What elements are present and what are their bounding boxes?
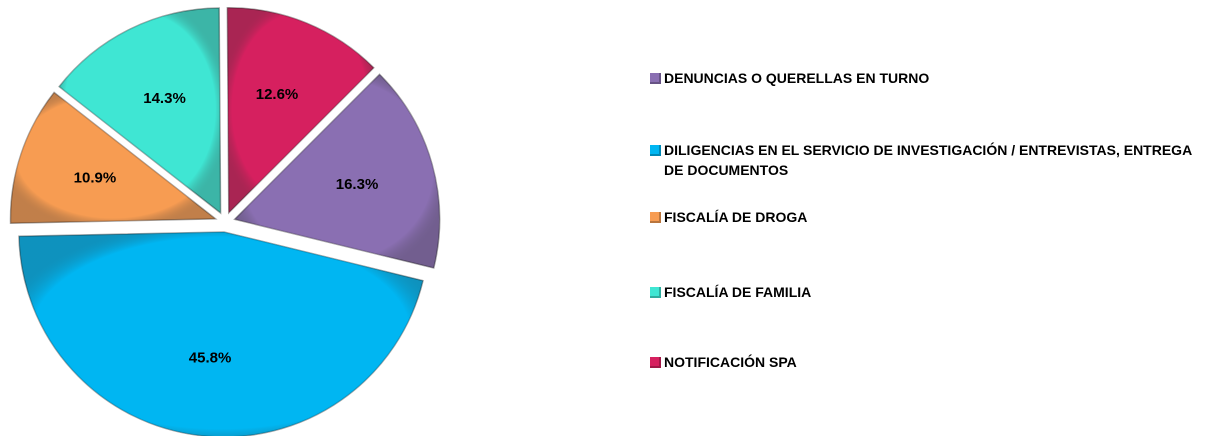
data-label: 12.6% xyxy=(256,86,299,103)
legend-item: DENUNCIAS O QUERELLAS EN TURNO xyxy=(650,68,1206,88)
legend-swatch xyxy=(650,357,661,368)
legend-label: DENUNCIAS O QUERELLAS EN TURNO xyxy=(664,70,930,86)
legend-item: DILIGENCIAS EN EL SERVICIO DE INVESTIGAC… xyxy=(650,140,1206,180)
legend-label: DILIGENCIAS EN EL SERVICIO DE INVESTIGAC… xyxy=(664,142,1192,178)
legend-label: FISCALÍA DE DROGA xyxy=(664,209,808,225)
data-label: 16.3% xyxy=(336,176,379,193)
data-label: 14.3% xyxy=(143,90,186,107)
data-label: 10.9% xyxy=(74,170,117,187)
legend-item: FISCALÍA DE FAMILIA xyxy=(650,282,1206,302)
legend-swatch xyxy=(650,287,661,298)
legend-swatch xyxy=(650,73,661,84)
legend-label: NOTIFICACIÓN SPA xyxy=(664,354,797,370)
legend-item: NOTIFICACIÓN SPA xyxy=(650,352,1206,372)
legend-swatch xyxy=(650,212,661,223)
pie-slice xyxy=(18,231,424,436)
data-label: 45.8% xyxy=(189,349,232,366)
legend-label: FISCALÍA DE FAMILIA xyxy=(664,284,812,300)
pie-area: 16.3% 45.8% 10.9% 14.3% 12.6% xyxy=(9,7,441,436)
legend-item: FISCALÍA DE DROGA xyxy=(650,207,1206,227)
legend-swatch xyxy=(650,145,661,156)
